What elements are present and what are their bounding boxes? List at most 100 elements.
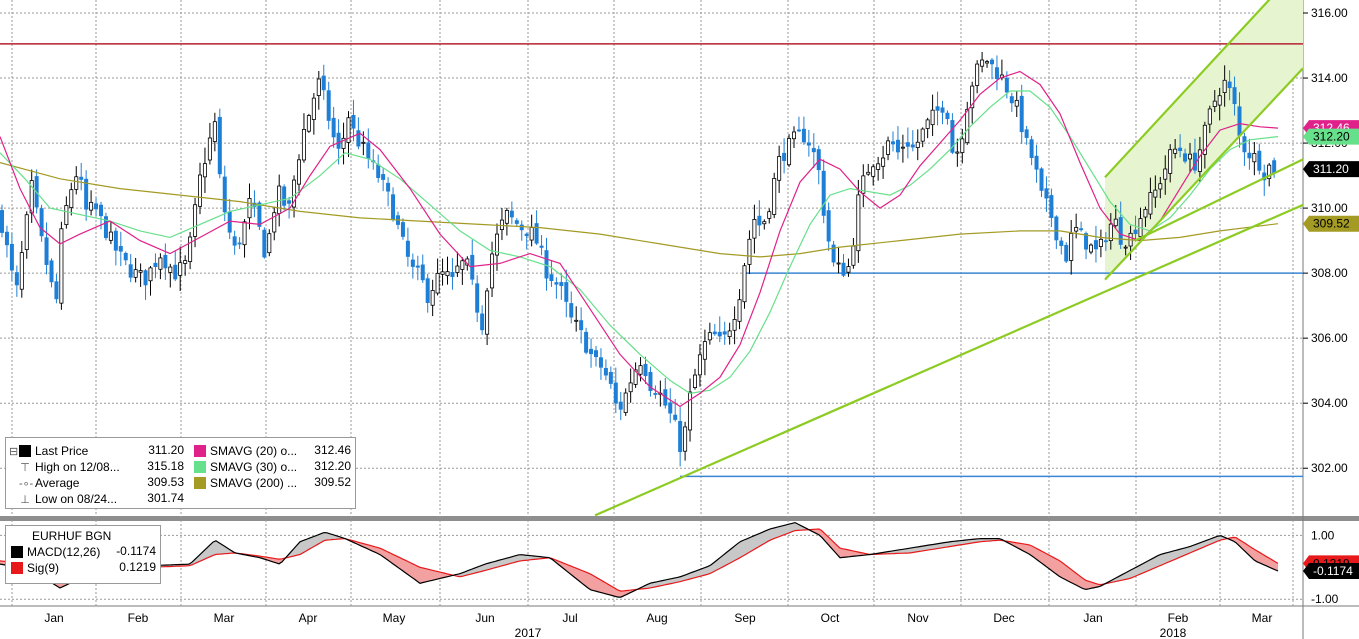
legend-label: SMAVG (30) o... xyxy=(210,460,298,474)
candle-body xyxy=(742,265,747,303)
candle-body xyxy=(1217,95,1222,106)
price-candle xyxy=(386,177,391,207)
price-candle xyxy=(232,230,237,255)
macd-diff-fill xyxy=(756,534,758,549)
price-candle xyxy=(554,277,559,299)
axis-value-label: 311.20 xyxy=(1303,161,1359,178)
macd-diff-fill xyxy=(772,527,774,540)
macd-diff-fill xyxy=(222,544,224,554)
price-candle xyxy=(717,316,722,343)
candle-body xyxy=(425,278,430,303)
macd-diff-fill xyxy=(916,546,918,552)
candle-body xyxy=(1054,216,1059,241)
candle-body xyxy=(475,283,480,313)
price-candle xyxy=(549,261,554,287)
macd-diff-fill xyxy=(904,548,906,554)
macd-diff-fill xyxy=(798,524,800,531)
macd-diff-fill xyxy=(1080,576,1082,589)
price-candle xyxy=(1207,105,1212,134)
macd-diff-fill xyxy=(514,555,516,563)
price-candle xyxy=(1049,188,1054,227)
macd-diff-fill xyxy=(2,561,4,565)
candle-body xyxy=(930,109,935,126)
legend-value: 0.1219 xyxy=(119,560,156,574)
candle-body xyxy=(1123,246,1128,249)
macd-diff-fill xyxy=(666,579,668,585)
candle-body xyxy=(673,414,678,420)
macd-diff-fill xyxy=(506,557,508,565)
candle-body xyxy=(420,264,425,281)
macd-diff-fill xyxy=(928,544,930,551)
candle-body xyxy=(752,219,757,239)
price-candle xyxy=(1019,84,1024,144)
macd-diff-fill xyxy=(1062,562,1064,579)
sma20-line xyxy=(0,70,1279,408)
legend-label: MACD(12,26) xyxy=(27,545,101,559)
candle-body xyxy=(935,106,940,111)
price-candle xyxy=(1009,92,1014,112)
candle-body xyxy=(554,282,559,285)
price-candle xyxy=(727,322,732,345)
candle-body xyxy=(886,140,891,155)
macd-diff-fill xyxy=(510,556,512,564)
macd-diff-fill xyxy=(478,566,480,573)
candle-body xyxy=(470,254,475,280)
price-candle xyxy=(1059,237,1064,255)
candle-body xyxy=(1004,77,1009,93)
price-candle xyxy=(475,275,480,323)
macd-diff-fill xyxy=(502,558,504,566)
legend-value: 309.52 xyxy=(314,475,351,489)
channel-inner-line xyxy=(1134,158,1304,242)
candle-body xyxy=(589,348,594,355)
macd-diff-fill xyxy=(468,569,470,575)
macd-diff-fill xyxy=(1268,557,1270,568)
macd-diff-fill xyxy=(716,559,718,571)
candle-body xyxy=(217,116,222,175)
candle-body xyxy=(1079,228,1084,231)
macd-diff-fill xyxy=(1264,555,1266,566)
price-candle xyxy=(1153,175,1158,208)
candle-body xyxy=(386,182,391,192)
macd-diff-fill xyxy=(1256,550,1258,563)
macd-diff-fill xyxy=(210,543,212,557)
macd-diff-fill xyxy=(760,532,762,547)
macd-diff-fill xyxy=(404,559,406,574)
axis-value-text: 311.20 xyxy=(1313,162,1349,176)
macd-diff-fill xyxy=(534,556,536,560)
macd-diff-fill xyxy=(430,569,432,581)
legend-value: 312.46 xyxy=(314,443,351,457)
candle-body xyxy=(861,175,866,194)
candle-body xyxy=(168,266,173,273)
candle-body xyxy=(975,63,980,86)
price-candle xyxy=(905,127,910,159)
macd-diff-fill xyxy=(1152,557,1154,570)
macd-diff-fill xyxy=(1186,547,1188,555)
macd-diff-fill xyxy=(696,570,698,578)
candle-body xyxy=(1252,153,1257,163)
candle-body xyxy=(366,142,371,159)
price-candle xyxy=(499,208,504,241)
price-candle xyxy=(683,421,688,461)
price-candle xyxy=(470,239,475,285)
candle-body xyxy=(722,331,727,335)
price-candle xyxy=(1098,229,1103,258)
macd-diff-fill xyxy=(912,547,914,553)
macd-diff-fill xyxy=(782,525,784,536)
collapse-icon[interactable]: ⊟ xyxy=(9,446,19,458)
macd-diff-fill xyxy=(1054,557,1056,574)
macd-diff-fill xyxy=(688,573,690,580)
macd-diff-fill xyxy=(572,566,574,577)
price-candle xyxy=(103,212,108,241)
macd-diff-fill xyxy=(950,541,952,547)
candle-body xyxy=(821,170,826,216)
macd-diff-fill xyxy=(576,568,578,581)
price-candle xyxy=(64,196,69,229)
price-candle xyxy=(188,231,193,270)
price-candle xyxy=(1163,155,1168,195)
candle-body xyxy=(613,382,618,404)
price-candle xyxy=(69,182,74,216)
legend-label: High on 12/08... xyxy=(35,460,120,474)
candle-body xyxy=(1019,95,1024,133)
price-candle xyxy=(94,197,99,217)
candle-body xyxy=(1173,148,1178,154)
